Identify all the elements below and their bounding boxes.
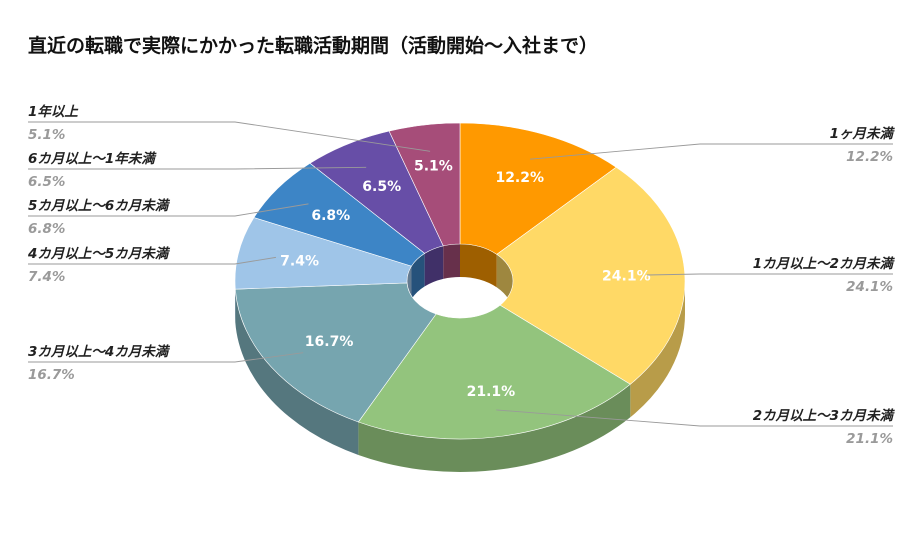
slice-labels: 1ヶ月未満 12.2% 1カ月以上～2カ月未満 24.1% 2カ月以上～3カ月未満 21.… [27, 104, 895, 447]
slice-2 [496, 166, 686, 385]
slice-4 [234, 282, 437, 423]
category-value: 12.2% [846, 149, 893, 165]
category-label: 4カ月以上～5カ月未満 [27, 246, 171, 262]
leader-line [496, 409, 893, 427]
leader-line [28, 121, 431, 152]
category-label: 1カ月以上～2カ月未満 [753, 256, 896, 272]
category-value: 6.8% [28, 221, 65, 237]
category-value: 5.1% [28, 127, 65, 143]
category-label: 1年以上 [28, 104, 78, 120]
slice-3 [357, 304, 631, 440]
leader-lines [28, 121, 893, 427]
slice-side-4 [235, 289, 359, 455]
slice-inner-wall-6 [411, 253, 425, 300]
category-value: 16.7% [28, 367, 75, 383]
leader-line [28, 352, 304, 363]
slice-1 [459, 122, 617, 255]
category-label: 1ヶ月未満 [830, 126, 896, 142]
slice-inner-wall-8 [443, 244, 460, 279]
category-label: 2カ月以上～3カ月未満 [753, 408, 896, 424]
pie-slices: 12.2% 24.1% 21.1% 16.7% 7.4% 6.8% 6.5% 5.1% [234, 122, 686, 440]
slice-value-label: 21.1% [467, 384, 516, 400]
pie-inner-hole [407, 244, 513, 318]
category-value: 7.4% [28, 269, 65, 285]
category-label: 6カ月以上～1年未満 [28, 151, 157, 167]
slice-side-2 [630, 281, 685, 418]
category-value: 6.5% [28, 174, 65, 190]
slice-value-label: 5.1% [414, 159, 453, 175]
slice-inner-wall-7 [424, 245, 444, 287]
leader-line [28, 203, 309, 217]
leader-line [530, 143, 893, 160]
slice-value-label: 24.1% [602, 269, 651, 285]
leader-line [28, 166, 367, 170]
slice-inner-wall-1 [460, 244, 497, 288]
category-label: 5カ月以上～6カ月未満 [28, 198, 171, 214]
slice-value-label: 6.5% [362, 179, 401, 195]
slice-value-label: 12.2% [495, 170, 544, 186]
slice-8 [388, 122, 461, 247]
chart-title: 直近の転職で実際にかかった転職活動期間（活動開始〜入社まで） [28, 34, 598, 57]
category-value: 24.1% [846, 279, 893, 295]
leader-line [646, 273, 893, 276]
slice-value-label: 6.8% [311, 208, 350, 224]
slice-value-label: 16.7% [305, 334, 354, 350]
slice-side-3 [358, 384, 631, 473]
leader-line [28, 256, 276, 265]
category-label: 3カ月以上～4カ月未満 [28, 344, 171, 360]
category-value: 21.1% [846, 431, 893, 447]
slice-value-label: 7.4% [280, 253, 319, 269]
